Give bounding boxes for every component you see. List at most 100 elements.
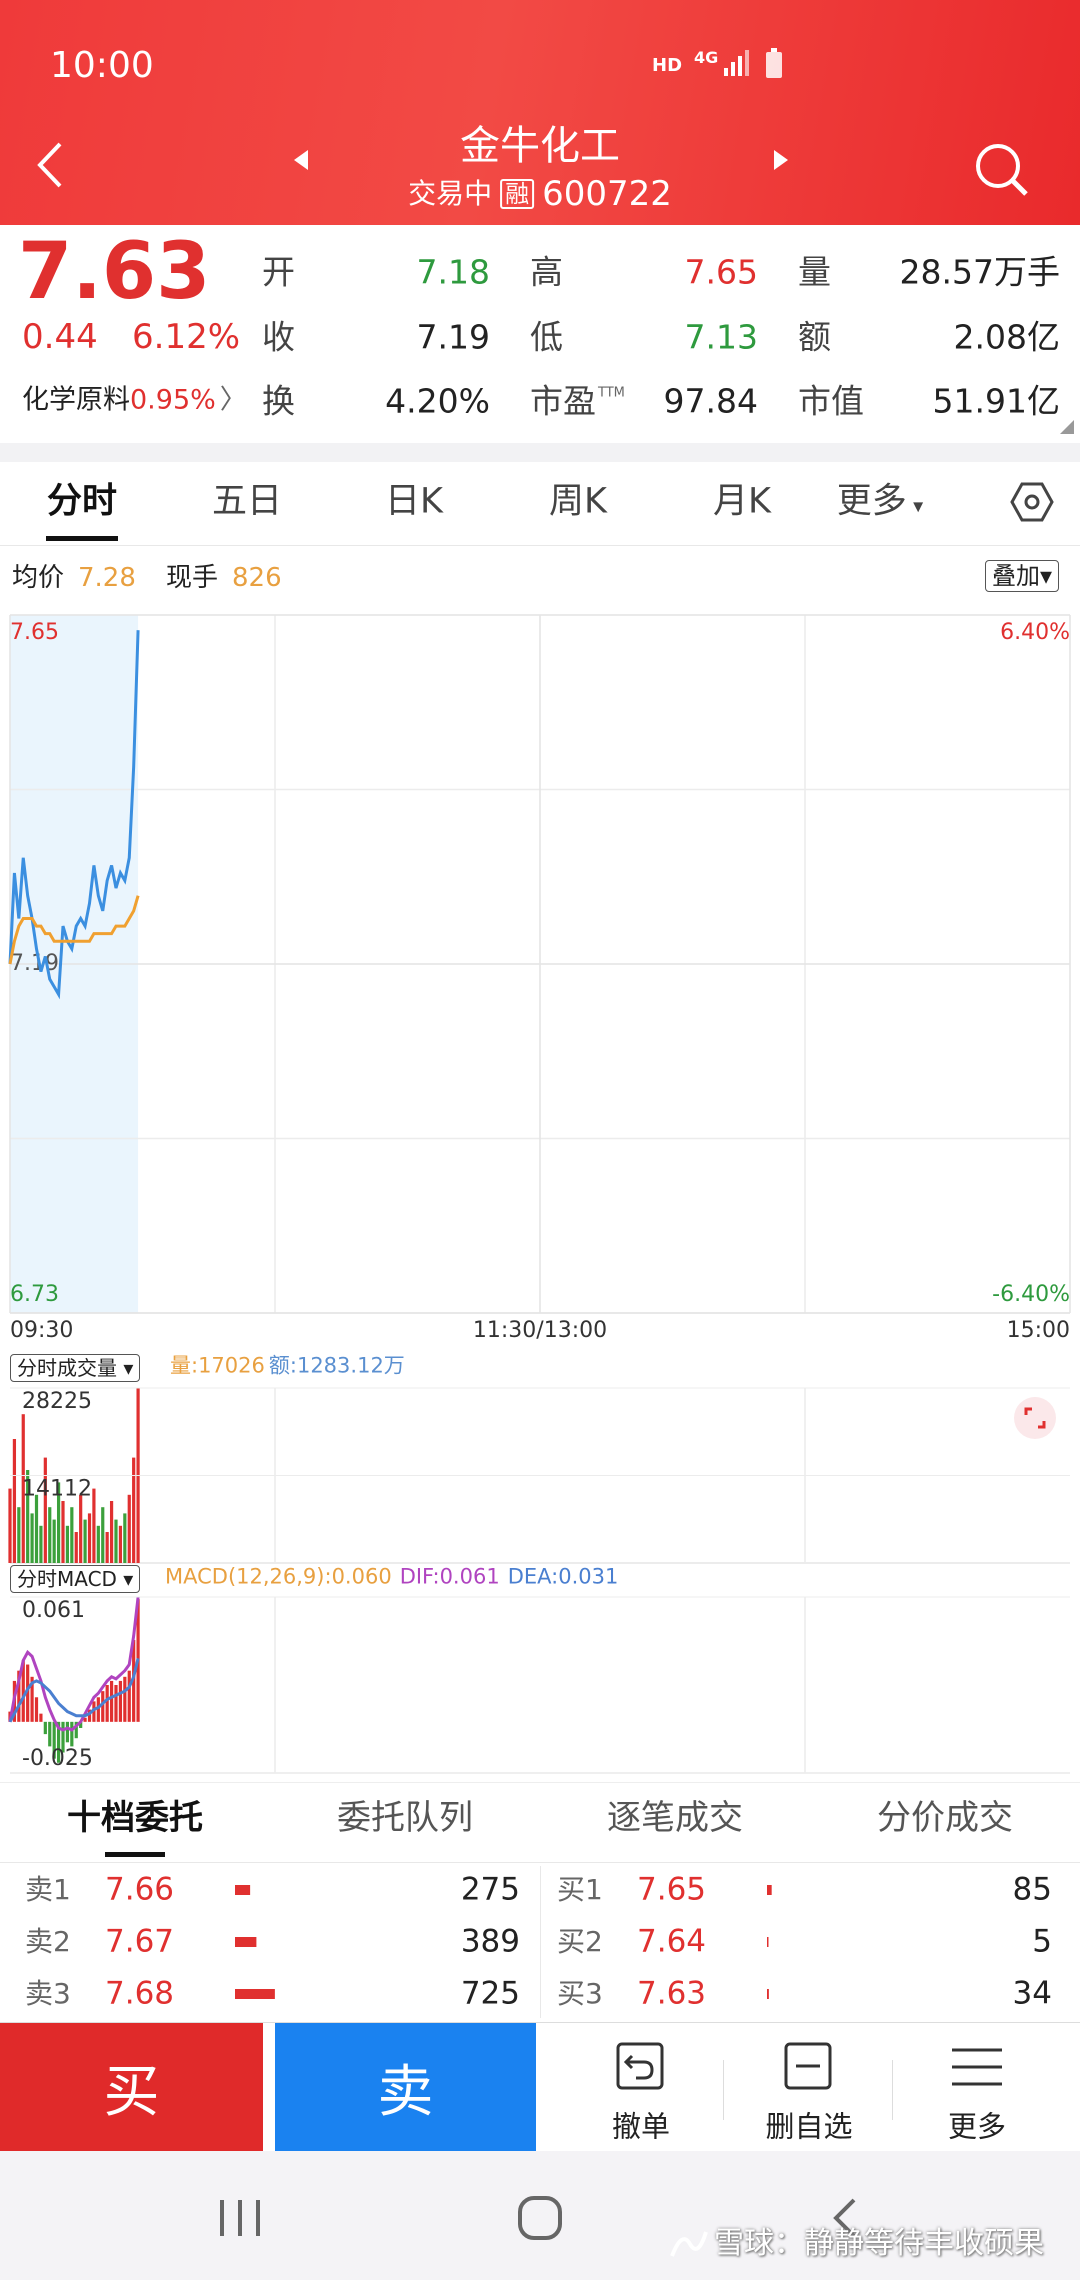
cancel-icon: [616, 2042, 664, 2090]
price-change-pct: 6.12%: [132, 317, 241, 357]
header-bar: [0, 0, 1080, 225]
y-tick-label: 14112: [22, 1477, 92, 1502]
order-tab[interactable]: 分价成交: [877, 1798, 1013, 1838]
nav-back[interactable]: [828, 2196, 864, 2240]
field-label: 高: [530, 252, 563, 292]
period-tab[interactable]: 分时: [46, 481, 118, 522]
volume-bar: [92, 1488, 96, 1563]
order-label: 买1: [557, 1873, 603, 1906]
order-price: 7.65: [637, 1871, 707, 1908]
nav-home[interactable]: [516, 2196, 564, 2240]
action-divider: [892, 2060, 893, 2120]
order-qty: 389: [460, 1923, 520, 1960]
order-qty: 85: [1012, 1871, 1052, 1908]
nav-bar: [0, 2151, 1080, 2280]
field-value: 2.08亿: [953, 317, 1060, 357]
nav-recent[interactable]: [210, 2196, 270, 2240]
info-text: 额:1283.12万: [268, 1353, 405, 1378]
macd-bar: [109, 1680, 114, 1722]
corner-mark: [1060, 420, 1074, 434]
volume-bar: [105, 1531, 109, 1563]
period-tab[interactable]: 月K: [713, 481, 771, 522]
macd-bar: [136, 1599, 140, 1722]
expand-button[interactable]: [1013, 1396, 1057, 1440]
macd-bar: [17, 1670, 21, 1722]
field-label: 市值: [798, 381, 864, 421]
overlay-button[interactable]: 叠加▾: [985, 560, 1060, 592]
macd-bar: [118, 1680, 123, 1722]
remove-icon: [784, 2042, 832, 2090]
avg-label: 均价: [12, 563, 65, 593]
back-button[interactable]: [30, 140, 70, 190]
vol-label: 现手: [166, 563, 219, 593]
order-tab[interactable]: 委托队列: [337, 1798, 473, 1838]
more-icon: [952, 2048, 1002, 2086]
sector-name: 化学原料: [22, 384, 130, 416]
order-tab[interactable]: 十档委托: [67, 1798, 203, 1838]
order-tab-underline: [105, 1852, 165, 1857]
volume-bar: [17, 1507, 21, 1563]
macd-bar: [43, 1721, 47, 1735]
order-qty: 275: [460, 1871, 520, 1908]
vol-value: 826: [232, 563, 282, 593]
series-line: [8, 630, 140, 1000]
period-tab[interactable]: 五日: [211, 481, 283, 522]
separator: [0, 443, 1080, 462]
volume-bar: [8, 1488, 12, 1563]
volume-bar: [132, 1457, 136, 1563]
status-network: 4G: [694, 48, 719, 67]
overlay-label: 叠加: [992, 562, 1040, 590]
macd-bar: [101, 1691, 105, 1722]
period-tab[interactable]: 周K: [549, 481, 607, 522]
action-label[interactable]: 删自选: [765, 2109, 853, 2144]
macd-bar: [21, 1660, 25, 1722]
tab-border: [0, 545, 1080, 546]
y-tick-label: 7.65: [10, 620, 59, 645]
macd-bar: [83, 1717, 87, 1722]
sector[interactable]: 化学原料 0.95% 〉: [22, 387, 247, 414]
macd-bar: [34, 1697, 39, 1722]
elapsed-area: [10, 615, 139, 1313]
depth-bar: [235, 1885, 251, 1895]
buy-label: 买: [103, 2059, 160, 2125]
volume-bar: [39, 1525, 43, 1563]
volume-bar: [12, 1438, 17, 1563]
next-stock[interactable]: [770, 148, 790, 172]
field-label: 低: [530, 317, 563, 357]
y-tick-label: 28225: [22, 1389, 92, 1414]
macd-selector[interactable]: 分时MACD ▾: [10, 1565, 141, 1593]
buy-button[interactable]: 买: [0, 2023, 263, 2151]
field-label: 额: [798, 317, 831, 357]
avg-value: 7.28: [78, 563, 136, 593]
depth-bar: [767, 1885, 772, 1895]
info-text: MACD(12,26,9):0.060: [165, 1564, 392, 1589]
volume-bar: [26, 1469, 30, 1563]
period-tab[interactable]: 更多 ▾: [836, 481, 924, 522]
field-label: 市盈: [530, 381, 596, 421]
y-tick-label: 0.061: [22, 1598, 85, 1623]
sell-button[interactable]: 卖: [275, 2023, 536, 2151]
macd-bar: [70, 1721, 74, 1747]
settings-button[interactable]: [1010, 480, 1054, 524]
macd-bar: [65, 1721, 70, 1743]
prev-stock[interactable]: [292, 148, 312, 172]
action-label[interactable]: 撤单: [611, 2109, 671, 2144]
macd-bar: [87, 1709, 92, 1722]
action-label[interactable]: 更多: [947, 2109, 1007, 2144]
y2-tick-label: 6.40%: [1000, 620, 1070, 645]
status-icons: [724, 48, 782, 78]
order-tab[interactable]: 逐笔成交: [607, 1798, 743, 1838]
x-tick-label: 15:00: [1007, 1318, 1070, 1343]
period-tab[interactable]: 日K: [385, 481, 443, 522]
macd-bar: [127, 1670, 131, 1722]
volume-title: 分时成交量: [17, 1356, 117, 1380]
dropdown-arrow: ▾: [906, 493, 924, 518]
series-line: [8, 895, 140, 965]
macd-bar: [48, 1721, 52, 1747]
order-qty: 725: [460, 1975, 520, 2012]
volume-selector[interactable]: 分时成交量 ▾: [10, 1354, 141, 1382]
volume-bar: [118, 1525, 123, 1563]
y2-tick-label: -6.40%: [992, 1282, 1070, 1307]
search-button[interactable]: [972, 140, 1032, 200]
